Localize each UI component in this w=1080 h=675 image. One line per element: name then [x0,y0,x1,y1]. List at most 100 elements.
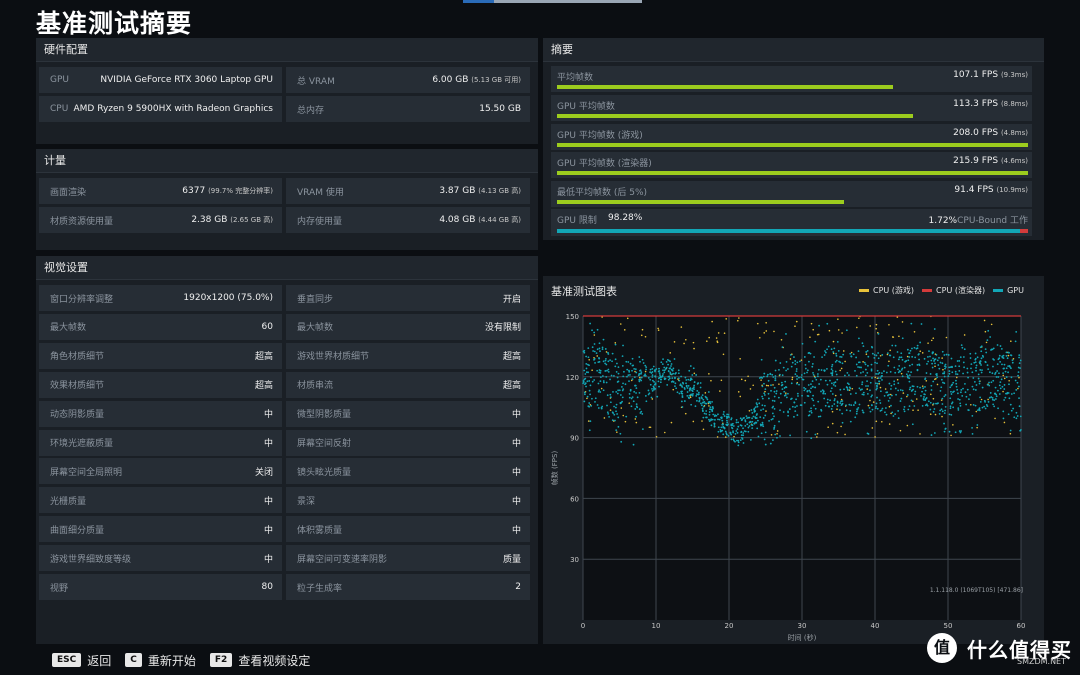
gpu-point [599,391,602,393]
key-c-label[interactable]: 重新开始 [147,653,196,668]
gpu-point [727,423,729,426]
gpu-point [584,382,587,385]
cpu-game-point [663,431,666,434]
key-c-button[interactable]: C [125,653,142,667]
visual-setting-label: 最大帧数 [50,323,87,334]
gpu-point [943,354,946,356]
gpu-point [952,381,955,384]
gpu-point [752,415,755,418]
gpu-point [978,382,981,385]
gpu-point [744,425,747,427]
key-esc-button[interactable]: ESC [52,653,82,667]
gpu-point [598,389,600,392]
key-f2-button[interactable]: F2 [209,653,233,667]
gpu-point [806,390,809,392]
gpu-point [680,375,683,378]
gpu-point [801,394,803,397]
gpu-point [1003,384,1006,386]
gpu-point [761,404,764,407]
chart-title: 基准测试图表 [551,285,617,298]
gpu-point [706,398,709,401]
gpu-point [701,401,704,404]
gpu-point [980,364,982,366]
gpu-point [835,352,838,355]
gpu-point [1005,354,1008,357]
gpu-point [743,430,746,433]
gpu-point [695,395,698,397]
summary-row-bar [557,142,1028,147]
gpu-point [810,409,812,412]
legend-swatch [922,289,933,292]
gpu-point [862,393,865,396]
gpu-point [596,328,599,331]
cpu-game-point [614,342,617,344]
key-esc-label[interactable]: 返回 [87,653,112,668]
gpu-point [812,399,815,402]
gpu-point [832,383,835,386]
cpu-game-point [886,353,889,356]
cpu-game-point [689,396,692,399]
x-tick-label: 50 [944,622,953,630]
gpu-point [633,367,636,370]
gpu-point [741,438,744,440]
gpu-point [829,390,832,393]
gpu-point [884,411,886,414]
summary-row-label: GPU 平均帧数 (游戏) [557,130,643,141]
gpu-point [773,390,776,393]
gpu-point [696,393,698,396]
gpu-point [866,380,868,383]
cpu-game-point [941,357,943,359]
gpu-point [905,373,908,376]
gpu-point [954,365,957,368]
gpu-point [680,385,683,387]
gpu-point [690,403,693,406]
gpu-point [971,385,974,388]
gpu-point [997,389,999,392]
cpu-game-point [588,358,591,361]
gpu-point [911,363,914,366]
gpu-point [659,381,662,384]
cpu-game-point [622,414,625,417]
cpu-game-point [906,355,909,358]
visual-setting-value: 超高 [254,381,273,392]
gpu-point [794,410,797,413]
gpu-point [810,407,812,410]
gpu-point [908,380,911,383]
visual-setting-label: 角色材质细节 [50,352,105,363]
gpu-point [736,428,739,431]
cpu-game-point [702,428,705,431]
gpu-point [644,364,647,367]
cpu-game-point [764,390,766,393]
gpu-point [1011,359,1014,362]
gpu-point [686,394,689,397]
gpu-point [916,385,919,388]
gpu-point [592,350,595,352]
gpu-point [615,403,618,406]
gpu-point [588,405,591,408]
gpu-point [875,372,878,375]
gpu-point [890,404,892,407]
gpu-point [796,392,799,395]
visual-setting-value: 中 [263,410,273,421]
cpu-game-point [716,436,719,438]
cpu-game-point [596,355,599,357]
gpu-point [808,410,811,413]
cpu-game-point [888,423,891,425]
gpu-point [662,358,664,361]
gpu-point [679,384,682,387]
gpu-point [756,398,759,401]
gpu-point [931,362,934,365]
cpu-game-point [747,375,749,378]
gpu-point [780,381,783,384]
visual-setting-cell: 微型阴影质量中 [286,400,530,427]
cpu-game-point [716,341,719,344]
gpu-point [861,388,863,391]
gpu-point [829,399,832,402]
gpu-point [605,381,608,384]
gpu-point [681,406,684,408]
gpu-point [749,439,752,441]
gpu-point [994,371,997,374]
key-f2-label[interactable]: 查看视频设定 [238,653,311,668]
gpu-point [693,388,695,390]
gpu-point [877,373,880,375]
